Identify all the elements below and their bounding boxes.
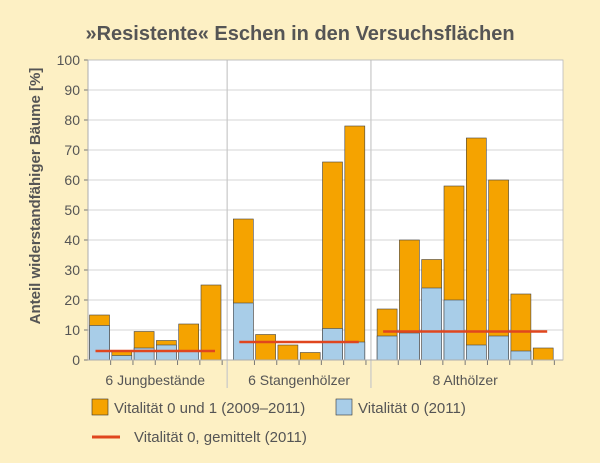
legend-label-v0: Vitalität 0 (2011) [358, 400, 466, 417]
bar-vitality0 [510, 350, 532, 361]
chart-title: »Resistente« Eschen in den Versuchsfläch… [85, 23, 514, 45]
y-tick-label: 60 [64, 172, 80, 188]
bar-vitality0 [178, 350, 199, 361]
y-tick-label: 80 [64, 112, 80, 128]
x-axis-labels: 6 Jungbestände 6 Stangenhölzer 8 Althölzer [105, 372, 498, 388]
bar-total [255, 334, 276, 361]
bar-vitality0 [233, 302, 254, 361]
bar-vitality0 [344, 341, 366, 361]
y-axis-label: Anteil widerstandfähiger Bäume [%] [27, 68, 44, 325]
bar-vitality0 [111, 355, 133, 361]
group-label: 6 Jungbestände [105, 372, 205, 388]
y-tick-label: 10 [64, 322, 80, 338]
y-tick-label: 40 [64, 232, 80, 248]
bar-total [465, 137, 487, 361]
bar-total [344, 125, 366, 361]
legend-swatch-v0 [335, 398, 353, 416]
bar-total [299, 352, 321, 361]
y-tick-label: 100 [57, 52, 81, 68]
bar-vitality0 [399, 332, 420, 361]
bar-vitality0 [376, 335, 398, 361]
group-label: 6 Stangenhölzer [248, 372, 350, 388]
bar-vitality0 [156, 344, 177, 361]
legend-swatch-total [91, 398, 109, 416]
bar-vitality0 [421, 287, 443, 361]
y-tick-label: 90 [64, 82, 80, 98]
bar-total [510, 293, 532, 361]
y-tick-label: 30 [64, 262, 80, 278]
y-tick-label: 70 [64, 142, 80, 158]
bar-total [532, 347, 554, 361]
y-tick-label: 0 [72, 352, 80, 368]
bar-vitality0 [322, 328, 343, 361]
plot-area: 0 10 20 30 40 50 60 70 80 90 100 [57, 52, 564, 388]
plot-border [87, 59, 564, 361]
legend: Vitalität 0 und 1 (2009–2011) Vitalität … [91, 398, 466, 446]
bar-vitality0 [488, 335, 509, 361]
bar-total [277, 344, 299, 361]
legend-label-average: Vitalität 0, gemittelt (2011) [134, 429, 307, 446]
legend-label-total: Vitalität 0 und 1 (2009–2011) [114, 400, 305, 417]
bar-vitality0 [89, 325, 110, 361]
group-label: 8 Althölzer [432, 372, 498, 388]
y-tick-label: 20 [64, 292, 80, 308]
bar-total [200, 284, 222, 361]
y-tick-label: 50 [64, 202, 80, 218]
bar-total [488, 179, 509, 361]
bar-vitality0 [465, 344, 487, 361]
bar-vitality0 [443, 299, 465, 361]
